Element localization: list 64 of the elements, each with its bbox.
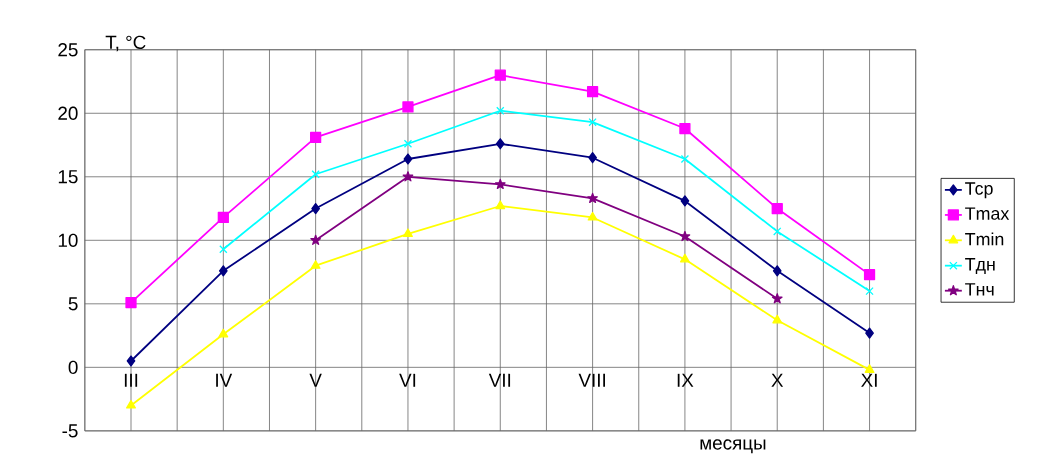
- point: [586, 86, 599, 98]
- x-tick-label: V: [309, 373, 322, 387]
- point: [679, 231, 691, 242]
- point: [403, 139, 413, 149]
- point: [865, 287, 874, 296]
- x-tick-label: X: [771, 373, 784, 387]
- point: [218, 265, 228, 277]
- point: [588, 118, 597, 127]
- point: [588, 152, 597, 164]
- point: [310, 260, 321, 270]
- point: [772, 265, 782, 277]
- y-tick-label: 10: [58, 233, 78, 248]
- point: [863, 269, 876, 281]
- point: [125, 297, 137, 309]
- x-tick-label: IV: [216, 373, 233, 387]
- point: [311, 203, 321, 215]
- legend-label: Тнч: [965, 283, 994, 296]
- y-axis-title: T, °C: [105, 35, 146, 52]
- point: [219, 245, 228, 254]
- point: [587, 211, 598, 221]
- point: [310, 234, 322, 246]
- y-tick-label: 20: [58, 106, 78, 121]
- y-tick-label: -5: [62, 424, 78, 438]
- point: [680, 154, 690, 164]
- point: [496, 106, 505, 116]
- point: [587, 192, 598, 204]
- x-tick-label: XI: [861, 373, 877, 387]
- legend-label: Тдн: [965, 258, 995, 275]
- point: [680, 195, 690, 207]
- point: [864, 364, 875, 374]
- point: [772, 314, 783, 324]
- point: [495, 200, 506, 210]
- point: [679, 253, 690, 263]
- point: [217, 211, 229, 224]
- point: [126, 399, 136, 409]
- point: [494, 178, 506, 190]
- point: [403, 228, 413, 238]
- legend-label: Tmin: [965, 232, 1004, 246]
- y-tick-label: 15: [58, 170, 78, 184]
- point: [310, 131, 322, 144]
- x-tick-label: VIII: [578, 373, 605, 387]
- point: [311, 170, 320, 179]
- x-tick-label: III: [124, 373, 138, 387]
- y-tick-label: 25: [58, 43, 78, 57]
- x-tick-label: IX: [677, 373, 694, 387]
- point: [865, 327, 874, 339]
- point: [495, 138, 505, 150]
- point: [679, 123, 691, 135]
- point: [402, 101, 414, 113]
- point: [771, 293, 783, 304]
- x-axis-title: месяцы: [700, 439, 766, 454]
- point: [403, 153, 413, 165]
- x-tick-label: VII: [488, 373, 511, 387]
- point: [494, 69, 506, 81]
- y-tick-label: 5: [68, 297, 78, 311]
- point: [126, 355, 136, 367]
- point: [218, 328, 229, 338]
- point: [402, 171, 414, 182]
- x-tick-label: VI: [399, 373, 416, 387]
- legend-label: Тср: [965, 182, 993, 199]
- legend-label: Tmax: [965, 207, 1010, 220]
- point: [771, 203, 783, 215]
- point: [773, 227, 782, 236]
- y-tick-label: 0: [68, 360, 78, 375]
